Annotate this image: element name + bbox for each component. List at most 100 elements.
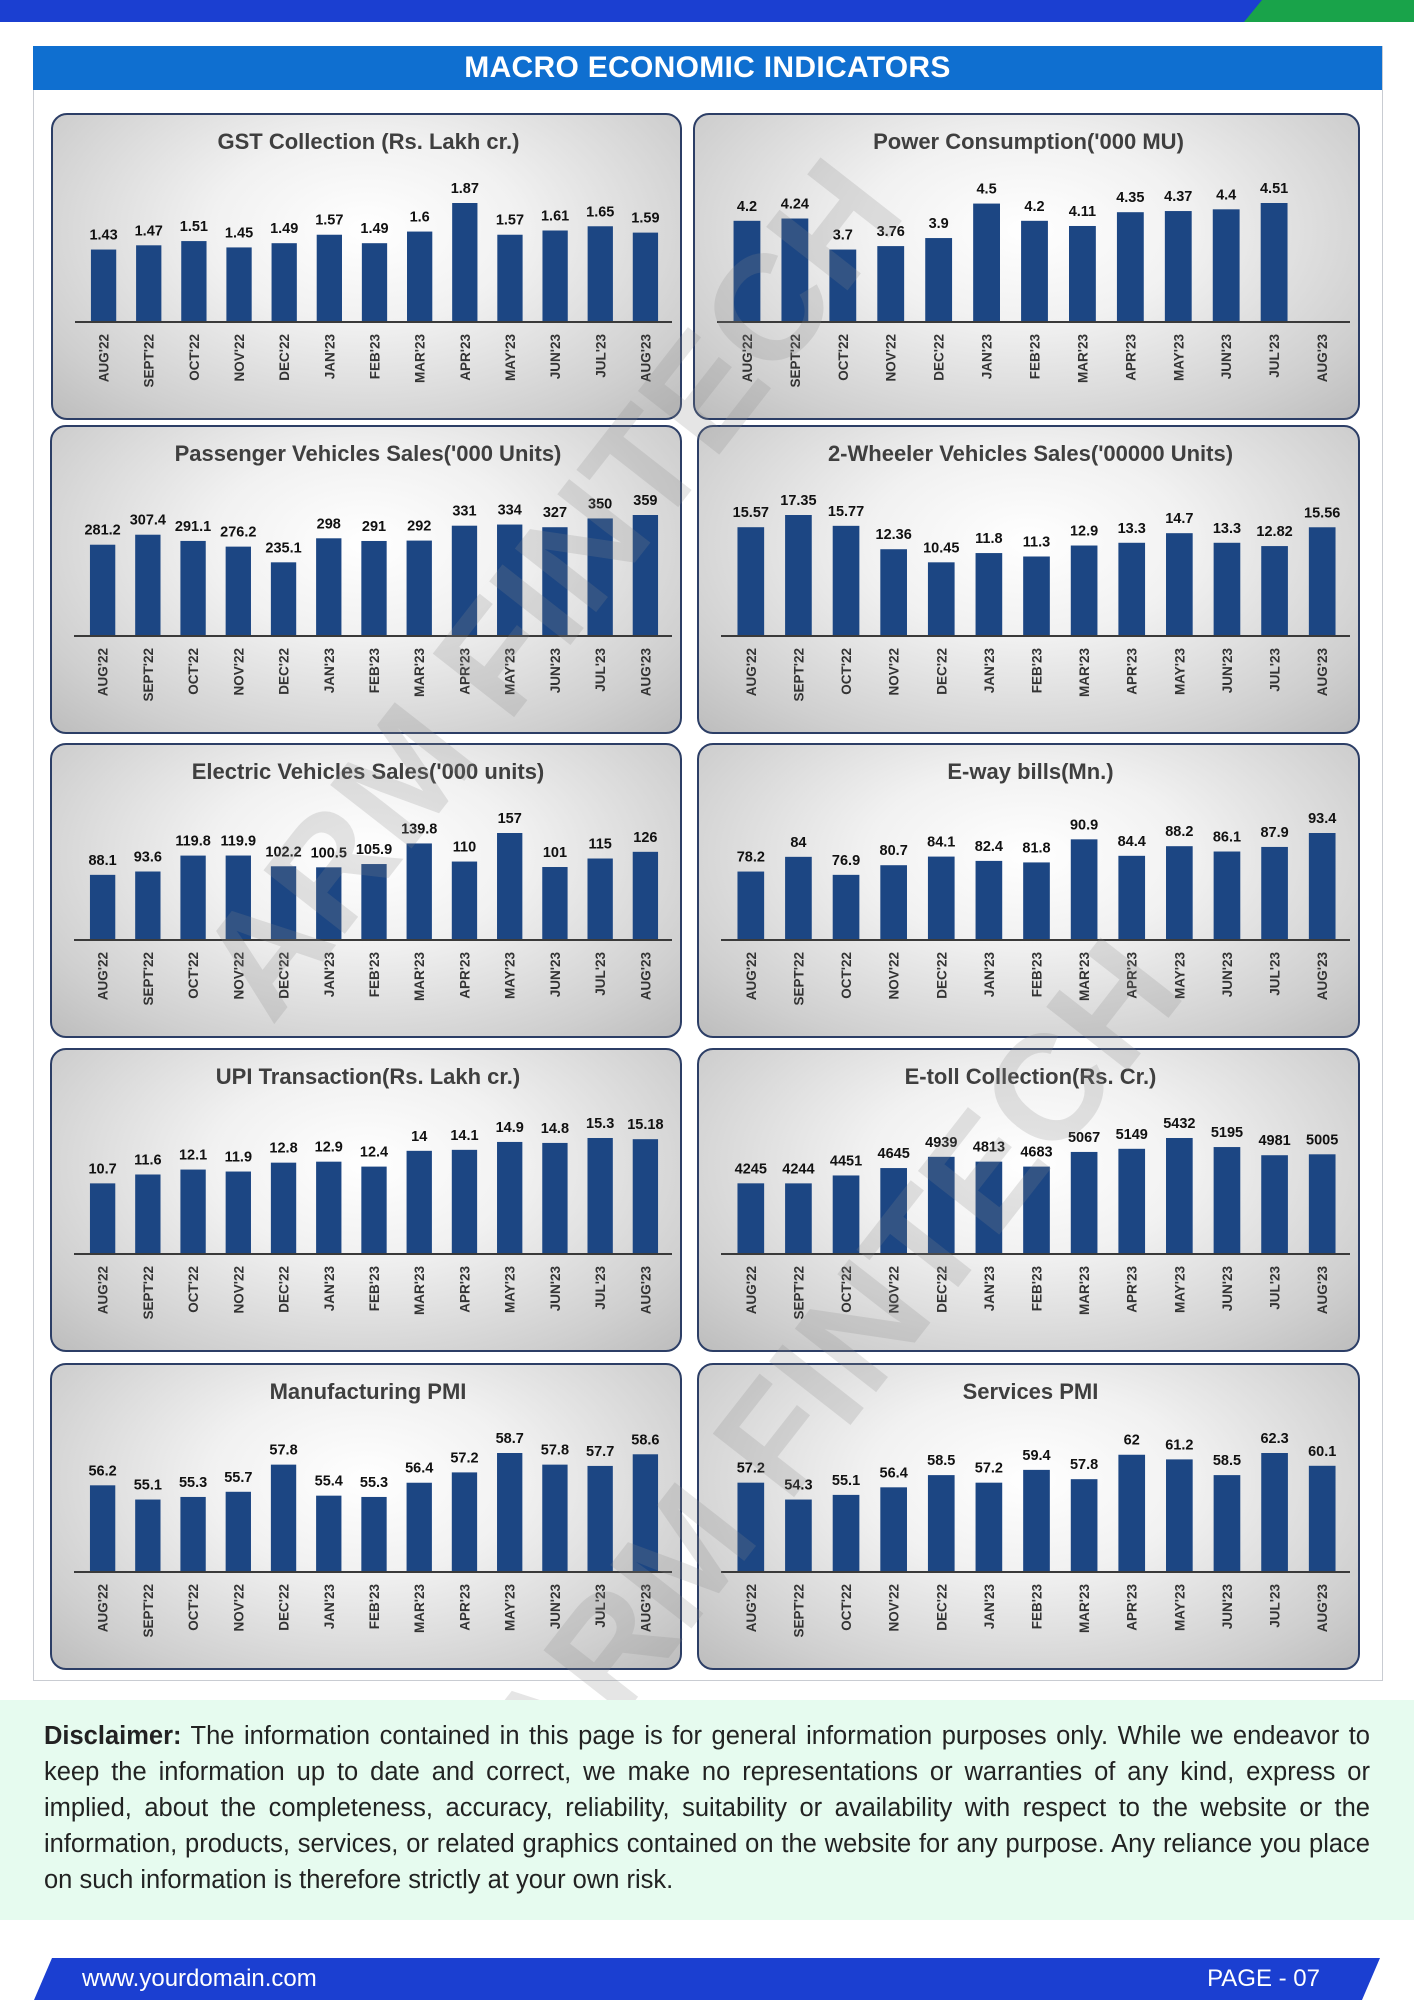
tick-label-dec-22: DEC'22 (277, 334, 292, 381)
tick-label-sept-22: SEPT'22 (791, 1584, 806, 1638)
data-label-dec-22: 58.5 (927, 1453, 955, 1469)
tick-label-feb-23: FEB'23 (367, 952, 382, 998)
bar-oct-22 (180, 540, 206, 636)
data-label-apr-23: 84.4 (1118, 834, 1146, 850)
tick-label-mar-23: MAR'23 (412, 1266, 427, 1315)
data-label-nov-22: 80.7 (880, 843, 908, 859)
tick-label-jun-23: JUN'23 (1219, 334, 1234, 380)
data-label-jan-23: 11.8 (975, 531, 1002, 547)
tick-label-nov-22: NOV'22 (887, 1266, 902, 1313)
chart-title: UPI Transaction(Rs. Lakh cr.) (216, 1064, 520, 1089)
data-label-aug-23: 5005 (1306, 1132, 1338, 1148)
data-label-mar-23: 90.9 (1070, 817, 1098, 833)
data-label-may-23: 61.2 (1165, 1437, 1193, 1453)
bar-sept-22 (136, 245, 162, 322)
tick-label-aug-22: AUG'22 (96, 648, 111, 696)
tick-label-oct-22: OCT'22 (839, 1584, 854, 1631)
bar-sept-22 (135, 871, 161, 940)
bar-feb-23 (361, 864, 387, 940)
data-label-oct-22: 12.1 (179, 1148, 207, 1164)
tick-label-jul-23: JUL'23 (1268, 1584, 1283, 1628)
bar-sept-22 (785, 1499, 812, 1572)
bar-dec-22 (270, 562, 297, 636)
bar-aug-22 (733, 220, 761, 322)
bar-dec-22 (927, 562, 955, 636)
data-label-may-23: 4.37 (1164, 189, 1192, 205)
tick-label-aug-23: AUG'23 (638, 334, 653, 383)
data-label-aug-23: 15.18 (627, 1117, 663, 1133)
data-label-jan-23: 12.9 (315, 1140, 343, 1156)
tick-label-oct-22: OCT'22 (187, 334, 202, 381)
bar-nov-22 (226, 247, 252, 322)
bar-mar-23 (407, 231, 433, 322)
data-label-aug-23: 58.6 (631, 1432, 659, 1448)
data-label-feb-23: 1.49 (360, 221, 388, 237)
data-label-apr-23: 1.87 (451, 181, 479, 197)
bar-may-23 (1166, 1138, 1193, 1254)
tick-label-dec-22: DEC'22 (277, 648, 292, 695)
data-label-nov-22: 11.9 (225, 1150, 252, 1166)
data-label-may-23: 14.9 (496, 1120, 524, 1136)
tick-label-may-23: MAY'23 (503, 648, 518, 695)
bar-mar-23 (406, 1150, 432, 1254)
tick-label-dec-22: DEC'22 (934, 1266, 949, 1313)
bar-nov-22 (225, 1171, 251, 1254)
page-title: MACRO ECONOMIC INDICATORS (33, 46, 1382, 90)
tick-label-jul-23: JUL'23 (593, 952, 608, 996)
bar-feb-23 (1023, 556, 1050, 636)
tick-label-oct-22: OCT'22 (836, 334, 851, 381)
tick-label-jun-23: JUN'23 (1220, 1266, 1235, 1312)
bar-feb-23 (361, 243, 388, 322)
bar-mar-23 (1070, 839, 1098, 940)
bar-aug-22 (89, 1485, 116, 1572)
bar-feb-23 (1021, 220, 1048, 322)
data-label-jun-23: 5195 (1211, 1125, 1243, 1141)
bar-aug-22 (89, 1183, 116, 1254)
tick-label-may-23: MAY'23 (503, 334, 518, 381)
data-label-nov-22: 55.7 (224, 1470, 252, 1486)
bar-aug-23 (632, 851, 659, 940)
data-label-jan-23: 1.57 (315, 213, 343, 229)
bar-dec-22 (925, 238, 953, 322)
tick-label-feb-23: FEB'23 (1030, 1584, 1045, 1630)
bar-may-23 (497, 524, 523, 636)
tick-label-jan-23: JAN'23 (980, 334, 995, 380)
data-label-feb-23: 105.9 (356, 842, 392, 858)
tick-label-apr-23: APR'23 (457, 952, 472, 999)
data-label-dec-22: 10.45 (923, 540, 959, 556)
bar-jan-23 (316, 538, 342, 636)
tick-label-sept-22: SEPT'22 (141, 1266, 156, 1320)
tick-label-oct-22: OCT'22 (186, 1266, 201, 1313)
tick-label-oct-22: OCT'22 (839, 1266, 854, 1313)
tick-label-jan-23: JAN'23 (982, 952, 997, 998)
bar-jul-23 (1261, 1453, 1288, 1572)
tick-label-aug-22: AUG'22 (744, 1266, 759, 1314)
tick-label-jan-23: JAN'23 (322, 648, 337, 694)
data-label-aug-23: 126 (633, 830, 657, 846)
bar-oct-22 (181, 241, 207, 322)
tick-label-jul-23: JUL'23 (593, 1584, 608, 1628)
tick-label-apr-23: APR'23 (1125, 1584, 1140, 1631)
tick-label-mar-23: MAR'23 (412, 1584, 427, 1633)
tick-label-nov-22: NOV'22 (231, 952, 246, 999)
data-label-sept-22: 4244 (782, 1161, 814, 1177)
footer-url[interactable]: www.yourdomain.com (82, 1965, 317, 1992)
tick-label-may-23: MAY'23 (1172, 1266, 1187, 1313)
chart-passenger-vehicles: Passenger Vehicles Sales('000 Units) 281.… (74, 441, 672, 702)
bar-jun-23 (542, 1142, 568, 1254)
tick-label-feb-23: FEB'23 (367, 648, 382, 694)
tick-label-apr-23: APR'23 (457, 1584, 472, 1631)
tick-label-nov-22: NOV'22 (231, 1584, 246, 1631)
bar-aug-23 (1308, 1465, 1336, 1572)
bar-may-23 (1164, 211, 1192, 322)
chart-title: Power Consumption('000 MU) (873, 129, 1184, 154)
tick-label-feb-23: FEB'23 (1030, 648, 1045, 694)
data-label-jan-23: 57.2 (975, 1461, 1003, 1477)
chart-two-wheeler: 2-Wheeler Vehicles Sales('00000 Units) 15… (721, 441, 1350, 702)
data-label-oct-22: 291.1 (175, 519, 211, 535)
data-label-feb-23: 12.4 (360, 1145, 388, 1161)
bar-aug-23 (632, 1139, 659, 1254)
bar-dec-22 (927, 1156, 955, 1254)
data-label-jun-23: 86.1 (1213, 830, 1241, 846)
tick-label-apr-23: APR'23 (1125, 648, 1140, 695)
